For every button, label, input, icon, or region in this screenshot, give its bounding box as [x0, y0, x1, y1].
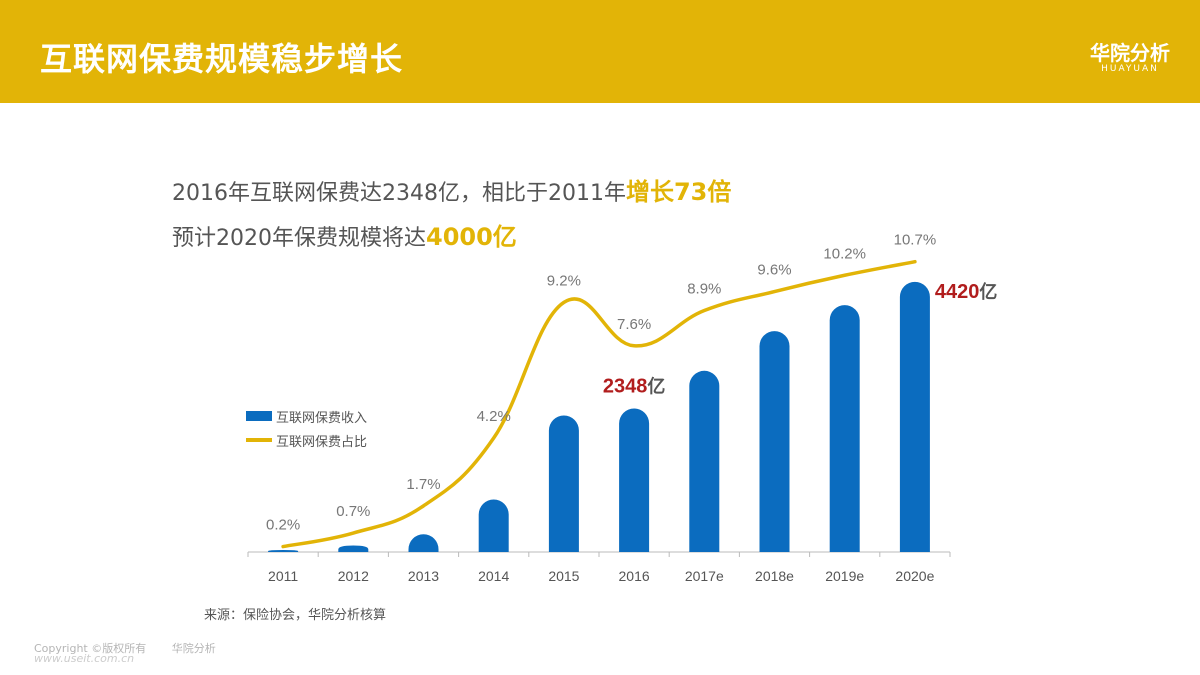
- legend-bar-label: 互联网保费收入: [276, 410, 368, 426]
- bar-value-number: 4420: [935, 281, 980, 303]
- ratio-label-2015: 9.2%: [547, 272, 581, 289]
- watermark-text: www.useit.com.cn: [34, 652, 135, 665]
- ratio-line: [281, 259, 917, 549]
- bar-value-label-2020e: 4420亿: [935, 281, 998, 303]
- bar-value-number: 2348: [603, 376, 648, 398]
- x-tick-label-2017e: 2017e: [685, 568, 724, 584]
- x-tick-label-2020e: 2020e: [895, 568, 934, 584]
- bar-2015: [548, 415, 579, 552]
- ratio-label-2014: 4.2%: [477, 408, 511, 425]
- ratio-label-2013: 1.7%: [406, 476, 440, 493]
- brand-name: 华院分析: [1090, 41, 1170, 65]
- headline-1-text: 2016年互联网保费达2348亿，相比于2011年: [172, 181, 626, 206]
- ratio-label-2017e: 8.9%: [687, 281, 721, 298]
- ratio-label-2012: 0.7%: [336, 503, 370, 520]
- source-note: 来源：保险协会，华院分析核算: [204, 608, 387, 623]
- footer-brand: 华院分析: [171, 642, 216, 655]
- copyright-text: Copyright ©版权所有: [34, 642, 147, 655]
- ratio-label-2011: 0.2%: [266, 517, 300, 534]
- brand-subtitle: HUAYUAN: [1101, 64, 1159, 74]
- bar-2014: [478, 499, 509, 552]
- ratio-label-2019e: 10.2%: [823, 245, 866, 262]
- bar-2019e: [829, 305, 860, 552]
- header-bar: 互联网保费规模稳步增长 华院分析 HUAYUAN: [0, 0, 1200, 103]
- x-tick-label-2013: 2013: [408, 568, 439, 584]
- headline-2-text: 预计2020年保费规模将达: [172, 226, 426, 251]
- bar-2016: [619, 408, 650, 552]
- bar-2013: [408, 534, 439, 552]
- legend-line-swatch: [246, 438, 272, 442]
- x-tick-label-2015: 2015: [548, 568, 579, 584]
- copyright-footer: Copyright ©版权所有 华院分析: [34, 640, 238, 656]
- bar-2011: [268, 550, 299, 552]
- legend-item-line: 互联网保费占比: [246, 428, 367, 452]
- x-tick-label-2012: 2012: [338, 568, 369, 584]
- headline-2-highlight: 4000亿: [426, 223, 517, 251]
- brand-logo: 华院分析 HUAYUAN: [1090, 42, 1170, 74]
- bar-value-unit: 亿: [647, 376, 665, 397]
- x-tick-label-2014: 2014: [478, 568, 509, 584]
- x-tick-label-2019e: 2019e: [825, 568, 864, 584]
- page-title: 互联网保费规模稳步增长: [40, 40, 404, 78]
- bar-2018e: [759, 331, 790, 552]
- bar-2012: [338, 545, 369, 552]
- headline-1-highlight: 增长73倍: [625, 178, 732, 206]
- bar-2017e: [689, 370, 720, 552]
- x-tick-label-2011: 2011: [268, 568, 298, 584]
- bar-value-label-2016: 2348亿: [603, 376, 666, 398]
- headline-line-2: 预计2020年保费规模将达4000亿: [172, 217, 517, 252]
- bar-2020e: [899, 281, 930, 552]
- x-tick-label-2018e: 2018e: [755, 568, 794, 584]
- ratio-label-2018e: 9.6%: [757, 262, 791, 279]
- x-tick-label-2016: 2016: [619, 568, 650, 584]
- bar-value-unit: 亿: [979, 281, 997, 302]
- chart-legend: 互联网保费收入 互联网保费占比: [246, 404, 367, 452]
- ratio-label-2020e: 10.7%: [894, 232, 937, 249]
- legend-line-label: 互联网保费占比: [276, 434, 368, 450]
- headline-line-1: 2016年互联网保费达2348亿，相比于2011年增长73倍: [172, 172, 731, 207]
- ratio-label-2016: 7.6%: [617, 316, 651, 333]
- legend-bar-swatch: [246, 411, 272, 421]
- legend-item-bar: 互联网保费收入: [246, 404, 367, 428]
